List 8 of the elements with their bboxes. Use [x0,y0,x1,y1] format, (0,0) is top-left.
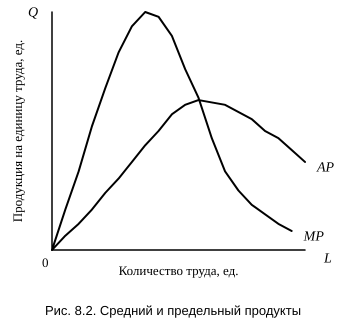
text: Рис. 8.2. Средний и предельный продукты [44,303,302,318]
series-label: MP [302,229,324,244]
text: L [323,252,332,266]
series-label: AP [316,160,335,176]
text: 0 [42,255,48,270]
y-axis-title: Продукция на единицу труда, ед. [10,40,25,222]
text: Q [28,6,38,20]
x-axis-title: Количество труда, ед. [118,263,238,278]
